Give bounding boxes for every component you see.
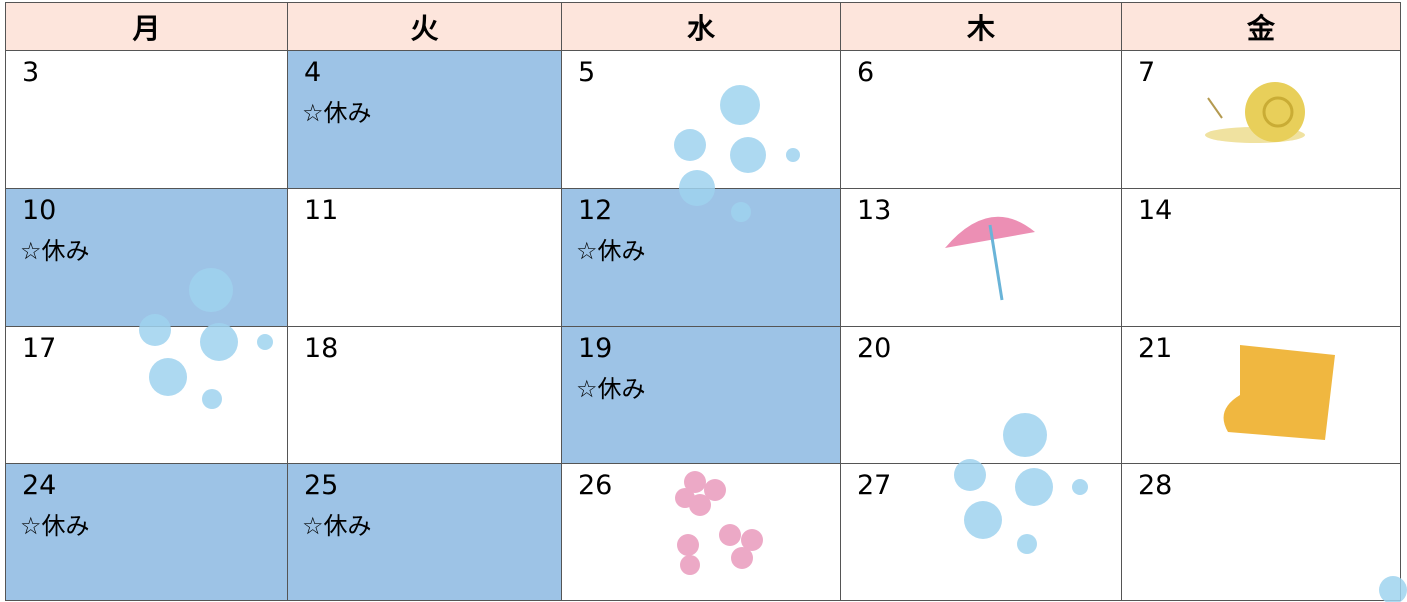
day-note: ☆休み <box>20 512 90 540</box>
day-cell: 25 ☆休み <box>287 463 562 601</box>
day-number: 20 <box>857 333 892 364</box>
day-cell: 27 <box>840 463 1122 601</box>
day-cell: 26 <box>561 463 841 601</box>
day-cell: 21 <box>1121 326 1401 464</box>
day-number: 12 <box>578 195 613 226</box>
day-number: 4 <box>304 57 322 88</box>
day-cell: 19 ☆休み <box>561 326 841 464</box>
day-note: ☆休み <box>20 237 90 265</box>
day-number: 11 <box>304 195 339 226</box>
day-cell: 20 <box>840 326 1122 464</box>
day-number: 21 <box>1138 333 1173 364</box>
day-cell: 13 <box>840 188 1122 327</box>
day-number: 19 <box>578 333 613 364</box>
day-cell: 12 ☆休み <box>561 188 841 327</box>
day-number: 17 <box>22 333 57 364</box>
day-cell: 24 ☆休み <box>5 463 288 601</box>
day-note: ☆休み <box>576 237 646 265</box>
day-cell: 10 ☆休み <box>5 188 288 327</box>
day-cell: 4 ☆休み <box>287 50 562 189</box>
day-number: 26 <box>578 470 613 501</box>
day-cell: 6 <box>840 50 1122 189</box>
day-cell: 18 <box>287 326 562 464</box>
day-cell: 28 <box>1121 463 1401 601</box>
day-note: ☆休み <box>302 99 372 127</box>
day-number: 27 <box>857 470 892 501</box>
day-number: 24 <box>22 470 57 501</box>
weekday-header: 月 <box>5 2 288 51</box>
day-cell: 11 <box>287 188 562 327</box>
day-number: 18 <box>304 333 339 364</box>
day-cell: 5 <box>561 50 841 189</box>
day-number: 28 <box>1138 470 1173 501</box>
weekday-header: 木 <box>840 2 1122 51</box>
day-number: 25 <box>304 470 339 501</box>
day-number: 10 <box>22 195 57 226</box>
day-number: 7 <box>1138 57 1156 88</box>
day-note: ☆休み <box>302 512 372 540</box>
day-number: 3 <box>22 57 40 88</box>
day-cell: 3 <box>5 50 288 189</box>
day-number: 14 <box>1138 195 1173 226</box>
day-cell: 7 <box>1121 50 1401 189</box>
weekday-header: 水 <box>561 2 841 51</box>
day-note: ☆休み <box>576 375 646 403</box>
weekday-header: 火 <box>287 2 562 51</box>
day-number: 13 <box>857 195 892 226</box>
weekday-header: 金 <box>1121 2 1401 51</box>
day-cell: 17 <box>5 326 288 464</box>
day-number: 5 <box>578 57 596 88</box>
day-cell: 14 <box>1121 188 1401 327</box>
day-number: 6 <box>857 57 875 88</box>
